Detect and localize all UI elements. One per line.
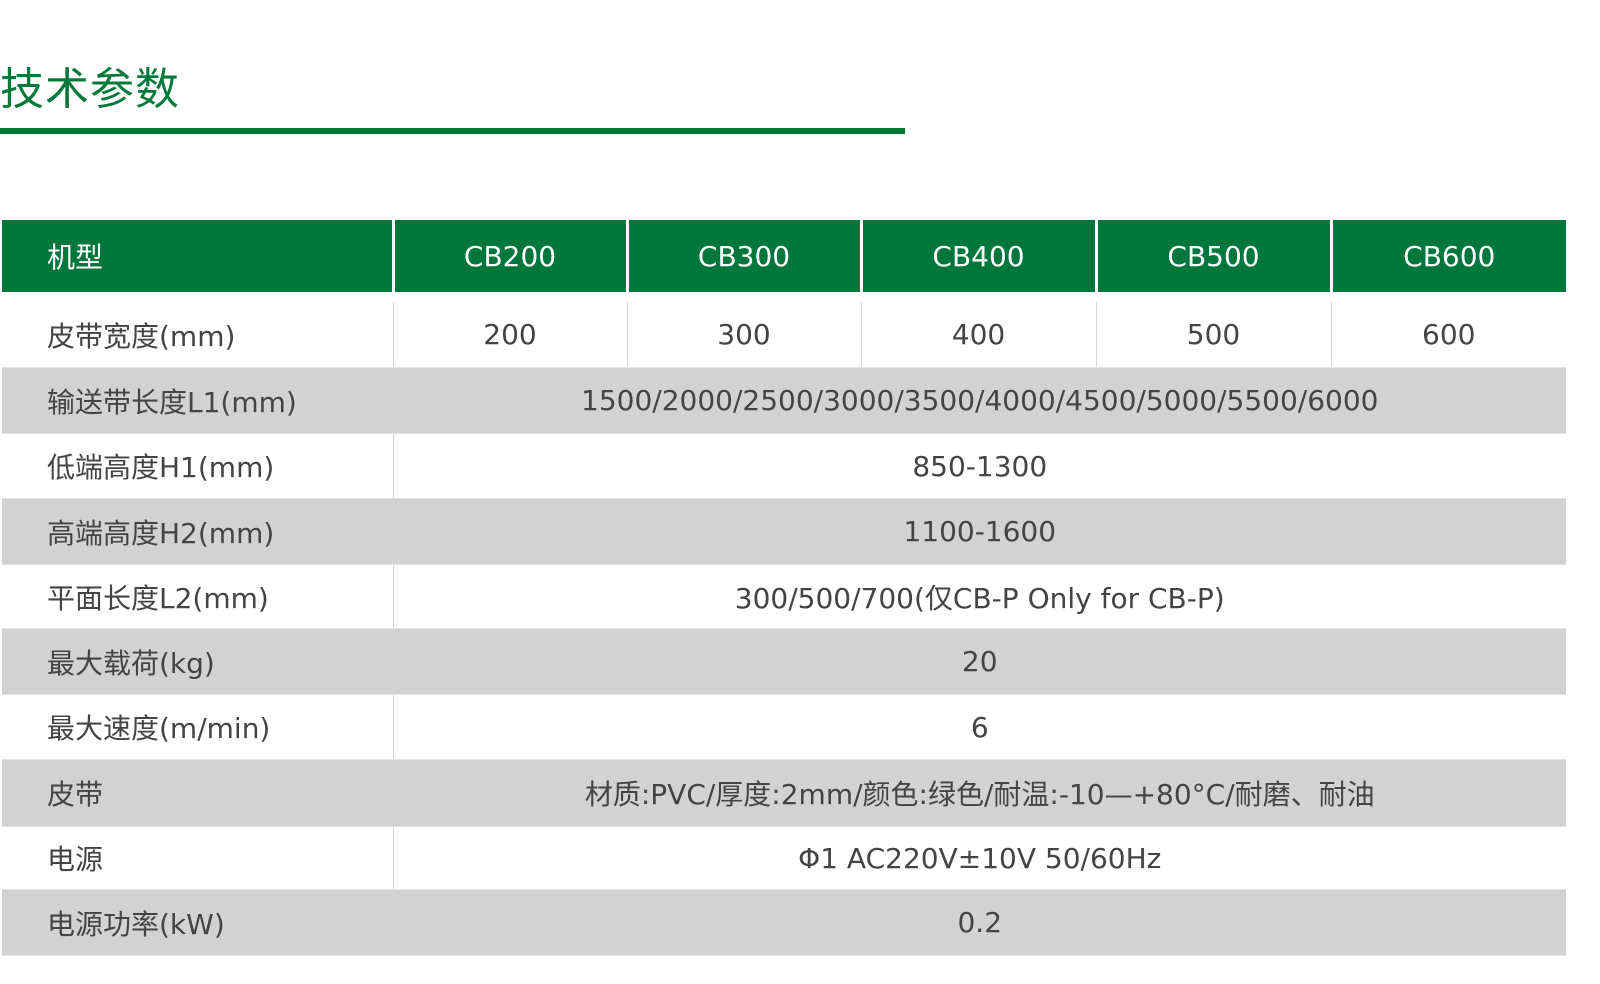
table-row: 皮带 材质:PVC/厚度:2mm/颜色:绿色/耐温:-10—+80°C/耐磨、耐油 bbox=[2, 759, 1566, 827]
row-value: 600 bbox=[1330, 302, 1566, 368]
row-value: 6 bbox=[392, 694, 1566, 760]
row-label: 最大载荷(kg) bbox=[2, 628, 393, 695]
row-value: Φ1 AC220V±10V 50/60Hz bbox=[392, 826, 1566, 890]
row-value: 1100-1600 bbox=[392, 498, 1566, 565]
row-value: 300/500/700(仅CB-P Only for CB-P) bbox=[392, 564, 1566, 629]
table-row: 低端高度H1(mm) 850-1300 bbox=[2, 433, 1566, 499]
spec-table: 机型 CB200 CB300 CB400 CB500 CB600 皮带宽度(mm) 200 30… bbox=[2, 220, 1566, 956]
table-row: 最大速度(m/min) 6 bbox=[2, 694, 1566, 760]
header-model-label: 机型 bbox=[2, 220, 393, 292]
title-underline bbox=[0, 128, 905, 134]
row-value: 500 bbox=[1095, 302, 1331, 368]
header-gap bbox=[2, 292, 1566, 302]
header-row: 机型 CB200 CB300 CB400 CB500 CB600 bbox=[2, 220, 1566, 292]
row-label: 低端高度H1(mm) bbox=[2, 433, 393, 499]
table-row: 平面长度L2(mm) 300/500/700(仅CB-P Only for CB-… bbox=[2, 564, 1566, 629]
header-model-cb500: CB500 bbox=[1094, 220, 1331, 292]
table-row: 电源 Φ1 AC220V±10V 50/60Hz bbox=[2, 826, 1566, 890]
header-model-cb200: CB200 bbox=[391, 220, 627, 292]
row-value: 20 bbox=[392, 628, 1566, 695]
table-row: 输送带长度L1(mm) 1500/2000/2500/3000/3500/4000… bbox=[2, 367, 1566, 434]
row-label: 输送带长度L1(mm) bbox=[2, 367, 393, 434]
row-value: 0.2 bbox=[392, 889, 1566, 956]
row-label: 平面长度L2(mm) bbox=[2, 564, 393, 629]
row-label: 高端高度H2(mm) bbox=[2, 498, 393, 565]
table-row: 电源功率(kW) 0.2 bbox=[2, 889, 1566, 956]
row-value: 材质:PVC/厚度:2mm/颜色:绿色/耐温:-10—+80°C/耐磨、耐油 bbox=[392, 759, 1566, 827]
table-row: 皮带宽度(mm) 200 300 400 500 600 bbox=[2, 302, 1566, 368]
row-value: 850-1300 bbox=[392, 433, 1566, 499]
row-label: 皮带宽度(mm) bbox=[2, 302, 393, 368]
header-model-cb600: CB600 bbox=[1329, 220, 1566, 292]
row-value: 200 bbox=[392, 302, 627, 368]
header-model-cb300: CB300 bbox=[625, 220, 861, 292]
row-value: 400 bbox=[860, 302, 1096, 368]
row-label: 电源功率(kW) bbox=[2, 889, 393, 956]
row-value: 1500/2000/2500/3000/3500/4000/4500/5000/… bbox=[392, 367, 1566, 434]
row-label: 最大速度(m/min) bbox=[2, 694, 393, 760]
table-row: 高端高度H2(mm) 1100-1600 bbox=[2, 498, 1566, 565]
table-row: 最大载荷(kg) 20 bbox=[2, 628, 1566, 695]
row-label: 电源 bbox=[2, 826, 393, 890]
page-title: 技术参数 bbox=[0, 64, 180, 115]
row-label: 皮带 bbox=[2, 759, 393, 827]
row-value: 300 bbox=[626, 302, 861, 368]
header-model-cb400: CB400 bbox=[859, 220, 1096, 292]
